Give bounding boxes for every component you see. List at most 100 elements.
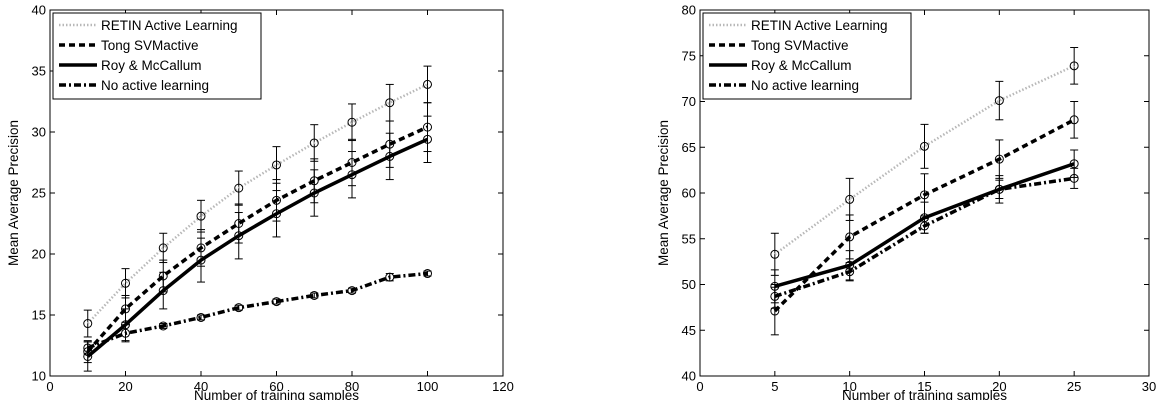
y-tick-label: 40 xyxy=(32,3,46,18)
data-point xyxy=(272,160,281,170)
data-point xyxy=(1069,115,1079,125)
legend-label: No active learning xyxy=(101,78,209,93)
data-point xyxy=(845,232,855,242)
y-tick-label: 65 xyxy=(682,140,696,155)
legend-box xyxy=(702,12,912,100)
data-point xyxy=(309,138,319,148)
x-tick-label: 120 xyxy=(492,379,514,394)
data-point xyxy=(347,117,357,127)
x-tick-label: 20 xyxy=(992,379,1006,394)
x-tick-label: 5 xyxy=(771,379,778,394)
series-tong-svmactive xyxy=(83,102,432,364)
chart-2: 0 5 10 15 20 25 30 40 45 50 55 60 65 70 75 80 Number of … xyxy=(656,3,1156,400)
data-point xyxy=(158,271,168,281)
x-tick-label: 0 xyxy=(696,379,703,394)
y-tick-label: 15 xyxy=(32,308,46,323)
data-point xyxy=(770,306,780,316)
x-tick-label: 40 xyxy=(194,379,208,394)
legend-label: RETIN Active Learning xyxy=(751,18,888,33)
series-line xyxy=(774,162,1075,289)
data-point xyxy=(234,303,244,313)
y-tick-label: 70 xyxy=(682,94,696,109)
series-retin-active-learning xyxy=(83,65,432,338)
y-tick-label: 10 xyxy=(32,369,46,384)
data-point xyxy=(309,290,319,300)
y-tick-label: 60 xyxy=(682,186,696,201)
data-point xyxy=(347,286,357,296)
data-point xyxy=(1069,159,1079,169)
series-line xyxy=(86,83,429,325)
legend-label: No active learning xyxy=(751,78,859,93)
data-point xyxy=(196,211,206,221)
y-tick-label: 35 xyxy=(32,64,46,79)
x-tick-label: 15 xyxy=(917,379,931,394)
data-point xyxy=(423,122,432,132)
y-axis-label: Mean Average Precision xyxy=(6,120,21,266)
series-line xyxy=(86,137,429,358)
y-tick-label: 75 xyxy=(682,48,696,63)
series-line xyxy=(86,125,429,353)
data-point xyxy=(234,183,244,193)
data-point xyxy=(423,269,432,279)
x-tick-label: 25 xyxy=(1067,379,1081,394)
x-axis-label: Number of training samples xyxy=(842,388,1007,400)
data-point xyxy=(845,260,855,270)
x-tick-label: 20 xyxy=(118,379,132,394)
legend-label: Roy & McCallum xyxy=(751,58,852,73)
data-point xyxy=(83,347,93,357)
x-axis-label: Number of training samples xyxy=(194,388,359,400)
y-tick-label: 50 xyxy=(682,277,696,292)
data-point xyxy=(158,243,168,253)
y-tick-label: 80 xyxy=(682,3,696,18)
y-tick-label: 45 xyxy=(682,323,696,338)
x-tick-label: 10 xyxy=(842,379,856,394)
x-tick-label: 100 xyxy=(417,379,439,394)
x-tick-label: 30 xyxy=(1142,379,1156,394)
data-point xyxy=(347,158,357,167)
legend-box xyxy=(52,12,262,100)
x-tick-label: 0 xyxy=(46,379,53,394)
series-line xyxy=(87,271,428,350)
data-point xyxy=(423,79,432,89)
data-point xyxy=(994,184,1004,194)
data-point xyxy=(158,321,168,331)
data-point xyxy=(770,249,780,259)
data-point xyxy=(272,297,281,307)
data-point xyxy=(994,154,1004,164)
data-point xyxy=(309,176,319,186)
x-tick-label: 60 xyxy=(269,379,283,394)
data-point xyxy=(385,272,395,282)
data-point xyxy=(994,96,1004,106)
data-point xyxy=(1069,61,1079,71)
x-tick-label: 80 xyxy=(345,379,359,394)
series-line xyxy=(773,118,1075,313)
data-point xyxy=(83,319,93,329)
series-retin-active-learning xyxy=(770,47,1079,276)
y-tick-label: 40 xyxy=(682,369,696,384)
legend: RETIN Active Learning Tong SVMactive Roy &… xyxy=(702,12,912,100)
y-tick-label: 30 xyxy=(32,125,46,140)
data-point xyxy=(121,278,130,288)
legend: RETIN Active Learning Tong SVMactive Roy &… xyxy=(52,12,262,100)
y-tick-label: 25 xyxy=(32,186,46,201)
y-tick-label: 20 xyxy=(32,247,46,262)
data-point xyxy=(121,304,130,314)
data-point xyxy=(196,312,206,322)
y-axis-label: Mean Average Precision xyxy=(656,120,671,266)
data-point xyxy=(920,141,929,151)
legend-label: Tong SVMactive xyxy=(751,38,849,53)
series-tong-svmactive xyxy=(770,101,1079,336)
data-point xyxy=(385,139,395,149)
data-point xyxy=(234,219,244,228)
legend-label: Tong SVMactive xyxy=(101,38,199,53)
data-point xyxy=(385,98,395,108)
legend-label: RETIN Active Learning xyxy=(101,18,238,33)
legend-label: Roy & McCallum xyxy=(101,58,202,73)
data-point xyxy=(272,195,281,205)
data-point xyxy=(845,194,855,204)
data-point xyxy=(196,243,206,253)
data-point xyxy=(920,190,929,200)
y-tick-label: 55 xyxy=(682,231,696,246)
